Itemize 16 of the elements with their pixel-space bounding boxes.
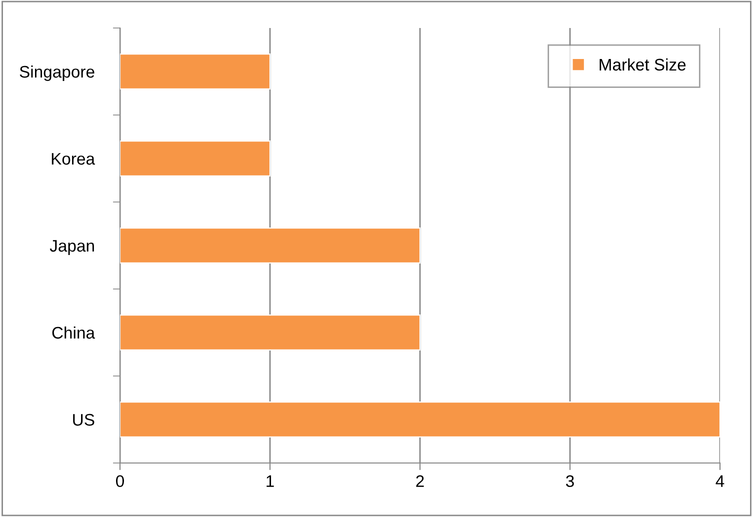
x-tick-label: 3 bbox=[566, 475, 574, 488]
x-tick-label: 0 bbox=[116, 475, 124, 488]
x-tick-label: 4 bbox=[716, 475, 724, 487]
y-tick-label: China bbox=[52, 326, 95, 339]
bar bbox=[120, 402, 720, 438]
y-tick-label: Singapore bbox=[20, 65, 94, 81]
bar bbox=[120, 54, 271, 90]
y-tick-label: Korea bbox=[52, 153, 95, 165]
x-tick-label: 2 bbox=[416, 475, 424, 487]
bar bbox=[120, 228, 421, 264]
legend-label: Market Size bbox=[600, 58, 686, 71]
y-tick-label: US bbox=[73, 414, 94, 426]
bar bbox=[120, 314, 421, 350]
bar bbox=[120, 140, 271, 176]
y-tick-label: Japan bbox=[50, 240, 94, 255]
x-tick-label: 1 bbox=[266, 475, 274, 487]
